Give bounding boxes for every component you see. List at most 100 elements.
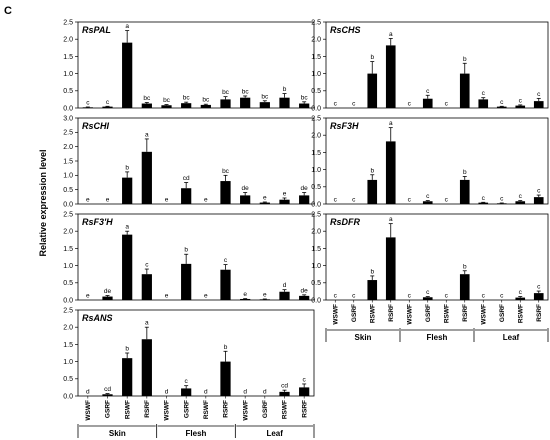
y-tick-label: 2.0 [63, 144, 73, 151]
significance-label: c [445, 101, 449, 108]
bar [181, 188, 192, 204]
y-tick-label: 2.0 [311, 37, 321, 44]
x-category-label: GSRF [499, 304, 506, 322]
significance-label: b [370, 268, 374, 275]
significance-label: bc [261, 93, 269, 100]
significance-label: e [243, 291, 247, 298]
x-category-label: WSWF [406, 304, 413, 325]
panel-frame [77, 117, 315, 205]
y-tick-label: 0.5 [63, 376, 73, 383]
significance-label: e [165, 293, 169, 300]
y-tick-label: 1.0 [63, 263, 73, 270]
significance-label: d [243, 389, 247, 396]
y-tick-label: 0.5 [311, 88, 321, 95]
y-tick-label: 2.5 [311, 115, 321, 122]
significance-label: c [519, 193, 523, 200]
significance-label: e [106, 197, 110, 204]
bar [385, 237, 396, 300]
significance-label: c [334, 101, 338, 108]
significance-label: cd [183, 175, 190, 182]
significance-label: c [145, 262, 149, 269]
significance-label: c [537, 188, 541, 195]
bar [102, 394, 113, 396]
bar [385, 45, 396, 108]
bar [181, 103, 192, 108]
panel-title: RsF3'H [82, 217, 113, 227]
panel-title: RsCHI [82, 121, 110, 131]
significance-label: de [104, 288, 112, 295]
significance-label: b [370, 167, 374, 174]
y-tick-label: 0.0 [63, 297, 73, 304]
significance-label: e [86, 197, 90, 204]
significance-label: bc [163, 97, 171, 104]
bar [122, 177, 133, 204]
x-category-label: WSWF [480, 304, 487, 325]
group-label: Skin [355, 333, 372, 342]
significance-label: b [463, 169, 467, 176]
x-axis: WSWF GSRF RSWF RSRF WSWF GSRF RSWF RSRF WSWF GSRF… [325, 300, 549, 342]
significance-label: c [86, 99, 90, 106]
bar [422, 201, 433, 204]
significance-label: a [389, 216, 393, 223]
y-tick-label: 1.5 [311, 54, 321, 61]
significance-label: c [426, 88, 430, 95]
bar [122, 234, 133, 300]
significance-label: b [370, 54, 374, 61]
significance-label: e [86, 293, 90, 300]
bar [299, 103, 310, 108]
y-tick-label: 1.5 [63, 158, 73, 165]
y-tick-label: 2.0 [63, 325, 73, 332]
panel-title: RsANS [82, 313, 113, 323]
bar [181, 388, 192, 396]
panel-frame [325, 117, 549, 205]
significance-label: c [224, 257, 228, 264]
significance-label: de [242, 185, 250, 192]
bar [181, 263, 192, 300]
significance-label: c [106, 99, 110, 106]
bar [220, 181, 231, 204]
y-tick-label: 2.5 [63, 211, 73, 218]
significance-label: c [185, 378, 189, 385]
significance-label: e [204, 293, 208, 300]
chart-panel: 0.0 0.5 1.0 1.5 2.0 2.5 RsF3'H e de a c e b e c e e d de [63, 211, 315, 304]
significance-label: e [165, 197, 169, 204]
bar [141, 151, 152, 204]
x-category-label: RSRF [388, 304, 395, 322]
bar [367, 280, 378, 300]
significance-label: e [204, 197, 208, 204]
x-category-label: GSRF [351, 304, 358, 322]
y-tick-label: 0.5 [63, 280, 73, 287]
significance-label: bc [202, 97, 210, 104]
y-tick-label: 0.5 [311, 280, 321, 287]
bar [299, 295, 310, 300]
significance-label: a [389, 120, 393, 127]
y-tick-label: 0.0 [311, 297, 321, 304]
chart-panel: 0.0 0.5 1.0 1.5 2.0 2.5 RsDFR c c b a c c c b c c c c [311, 211, 549, 304]
y-tick-label: 2.5 [63, 130, 73, 137]
bar [141, 339, 152, 396]
bar [422, 98, 433, 108]
bar [422, 297, 433, 300]
significance-label: e [263, 291, 267, 298]
bar [82, 107, 93, 108]
significance-label: a [125, 23, 129, 30]
bar [240, 195, 251, 204]
bar [122, 358, 133, 396]
y-tick-label: 1.0 [63, 359, 73, 366]
significance-label: c [445, 293, 449, 300]
x-category-label: RSWF [517, 304, 524, 323]
x-category-label: RSRF [462, 304, 469, 322]
significance-label: bc [183, 95, 191, 102]
y-tick-label: 0.0 [311, 105, 321, 112]
y-tick-label: 2.5 [63, 307, 73, 314]
x-category-label: RSRF [536, 304, 543, 322]
y-axis-title: Relative expression level [38, 149, 48, 256]
x-category-label: WSWF [242, 400, 249, 421]
significance-label: d [204, 389, 208, 396]
significance-label: d [263, 389, 267, 396]
group-label: Leaf [266, 429, 283, 438]
bar [515, 105, 526, 108]
bar [533, 101, 544, 108]
bar [220, 99, 231, 108]
y-tick-label: 2.5 [311, 19, 321, 26]
